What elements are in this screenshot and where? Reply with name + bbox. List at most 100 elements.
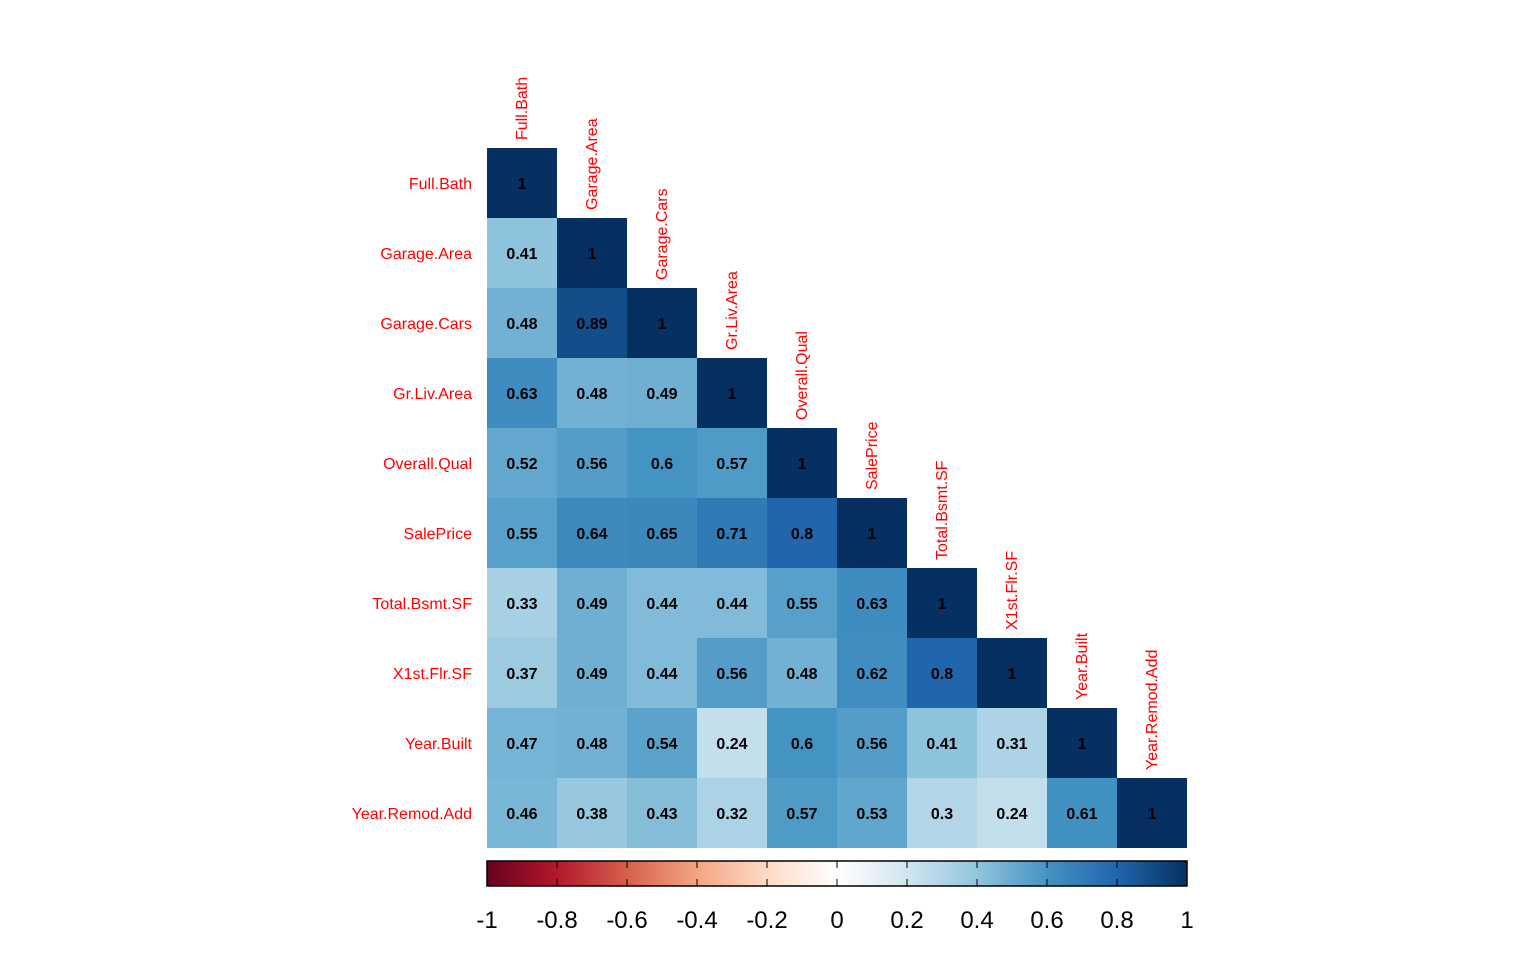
heatmap-cell-total-bsmt-sf-overall-qual: [767, 568, 837, 638]
colorbar-tick-label: -0.4: [676, 907, 717, 934]
heatmap-cell-x1st-flr-sf-full-bath: [487, 638, 557, 708]
colorbar-tick-label: 0.4: [960, 907, 993, 934]
cell-value-x1st-flr-sf-full-bath: 0.37: [506, 666, 537, 683]
column-label-year-built: Year.Built: [1074, 632, 1091, 700]
cell-value-garage-cars-garage-cars: 1: [658, 316, 667, 333]
heatmap-cell-year-built-full-bath: [487, 708, 557, 778]
heatmap-cell-full-bath-full-bath: [487, 148, 557, 218]
cell-value-year-remod-add-saleprice: 0.53: [856, 806, 887, 823]
cell-value-total-bsmt-sf-overall-qual: 0.55: [786, 596, 817, 613]
column-label-year-remod-add: Year.Remod.Add: [1144, 650, 1161, 770]
cell-value-overall-qual-garage-cars: 0.6: [651, 456, 673, 473]
cell-value-year-remod-add-total-bsmt-sf: 0.3: [931, 806, 953, 823]
heatmap-cell-year-remod-add-gr-liv-area: [697, 778, 767, 848]
cell-value-total-bsmt-sf-garage-area: 0.49: [576, 596, 607, 613]
cell-value-saleprice-saleprice: 1: [868, 526, 877, 543]
heatmap-cell-year-remod-add-garage-cars: [627, 778, 697, 848]
cell-value-year-remod-add-full-bath: 0.46: [506, 806, 537, 823]
cell-value-overall-qual-gr-liv-area: 0.57: [716, 456, 747, 473]
heatmap-cell-x1st-flr-sf-garage-cars: [627, 638, 697, 708]
heatmap-cell-year-built-total-bsmt-sf: [907, 708, 977, 778]
cell-value-year-remod-add-gr-liv-area: 0.32: [716, 806, 747, 823]
cell-value-total-bsmt-sf-gr-liv-area: 0.44: [716, 596, 747, 613]
colorbar: -1 -0.8 -0.6 -0.4 -0.2 0 0.2 0.4 0.6 0.8 1: [476, 860, 1194, 934]
cell-value-year-built-x1st-flr-sf: 0.31: [996, 736, 1027, 753]
column-label-saleprice: SalePrice: [864, 421, 881, 490]
row-label-x1st-flr-sf: X1st.Flr.SF: [393, 666, 472, 683]
column-label-x1st-flr-sf: X1st.Flr.SF: [1004, 551, 1021, 630]
heatmap-cell-year-built-saleprice: [837, 708, 907, 778]
row-labels: Full.Bath Garage.Area Garage.Cars Gr.Liv.Ar…: [352, 176, 473, 823]
colorbar-tick-label: 0: [830, 907, 843, 934]
cell-value-gr-liv-area-full-bath: 0.63: [506, 386, 537, 403]
cell-value-x1st-flr-sf-total-bsmt-sf: 0.8: [931, 666, 953, 683]
heatmap-cell-year-remod-add-saleprice: [837, 778, 907, 848]
cell-value-garage-cars-garage-area: 0.89: [576, 316, 607, 333]
colorbar-tick-label: 1: [1180, 907, 1193, 934]
cell-value-total-bsmt-sf-total-bsmt-sf: 1: [938, 596, 947, 613]
cell-value-garage-area-garage-area: 1: [588, 246, 597, 263]
heatmap-cell-overall-qual-overall-qual: [767, 428, 837, 498]
heatmap-cell-garage-cars-garage-area: [557, 288, 627, 358]
cell-value-overall-qual-full-bath: 0.52: [506, 456, 537, 473]
colorbar-tick-label: 0.6: [1030, 907, 1063, 934]
cell-value-gr-liv-area-gr-liv-area: 1: [728, 386, 737, 403]
cell-value-x1st-flr-sf-gr-liv-area: 0.56: [716, 666, 747, 683]
cell-value-x1st-flr-sf-garage-cars: 0.44: [646, 666, 677, 683]
cell-value-year-built-garage-cars: 0.54: [646, 736, 677, 753]
row-label-garage-area: Garage.Area: [380, 246, 472, 263]
colorbar-tick-label: 0.8: [1100, 907, 1133, 934]
heatmap-cell-year-remod-add-garage-area: [557, 778, 627, 848]
heatmap-cell-x1st-flr-sf-total-bsmt-sf: [907, 638, 977, 708]
heatmap-cell-overall-qual-garage-area: [557, 428, 627, 498]
heatmap-cell-year-built-garage-cars: [627, 708, 697, 778]
column-label-gr-liv-area: Gr.Liv.Area: [724, 271, 741, 350]
cell-value-saleprice-overall-qual: 0.8: [791, 526, 813, 543]
row-label-year-remod-add: Year.Remod.Add: [352, 806, 472, 823]
cell-value-x1st-flr-sf-overall-qual: 0.48: [786, 666, 817, 683]
cell-value-garage-area-full-bath: 0.41: [506, 246, 537, 263]
row-label-saleprice: SalePrice: [404, 526, 473, 543]
heatmap-cell-total-bsmt-sf-garage-cars: [627, 568, 697, 638]
cell-value-x1st-flr-sf-garage-area: 0.49: [576, 666, 607, 683]
heatmap-cell-gr-liv-area-garage-area: [557, 358, 627, 428]
heatmap-cell-total-bsmt-sf-full-bath: [487, 568, 557, 638]
heatmap-cell-overall-qual-garage-cars: [627, 428, 697, 498]
cell-value-year-remod-add-garage-area: 0.38: [576, 806, 607, 823]
heatmap-cell-total-bsmt-sf-gr-liv-area: [697, 568, 767, 638]
heatmap-cell-x1st-flr-sf-x1st-flr-sf: [977, 638, 1047, 708]
heatmap-cell-year-remod-add-x1st-flr-sf: [977, 778, 1047, 848]
cell-value-year-remod-add-garage-cars: 0.43: [646, 806, 677, 823]
colorbar-tick-label: 0.2: [890, 907, 923, 934]
colorbar-tick-label: -0.6: [606, 907, 647, 934]
row-label-year-built: Year.Built: [405, 736, 473, 753]
colorbar-tick-label: -0.2: [746, 907, 787, 934]
heatmap-cell-garage-area-garage-area: [557, 218, 627, 288]
heatmap-cell-total-bsmt-sf-total-bsmt-sf: [907, 568, 977, 638]
heatmap-cell-year-built-garage-area: [557, 708, 627, 778]
cell-value-year-built-garage-area: 0.48: [576, 736, 607, 753]
heatmap-cell-garage-area-full-bath: [487, 218, 557, 288]
cell-value-full-bath-full-bath: 1: [518, 176, 527, 193]
cell-value-year-remod-add-overall-qual: 0.57: [786, 806, 817, 823]
heatmap-cell-year-remod-add-overall-qual: [767, 778, 837, 848]
column-label-total-bsmt-sf: Total.Bsmt.SF: [934, 460, 951, 560]
cell-value-x1st-flr-sf-saleprice: 0.62: [856, 666, 887, 683]
cell-value-year-built-total-bsmt-sf: 0.41: [926, 736, 957, 753]
cell-value-overall-qual-overall-qual: 1: [798, 456, 807, 473]
heatmap-cell-year-remod-add-year-remod-add: [1117, 778, 1187, 848]
heatmap-cell-saleprice-saleprice: [837, 498, 907, 568]
heatmap-cell-year-remod-add-total-bsmt-sf: [907, 778, 977, 848]
cell-value-year-remod-add-year-built: 0.61: [1066, 806, 1097, 823]
cell-value-overall-qual-garage-area: 0.56: [576, 456, 607, 473]
row-label-garage-cars: Garage.Cars: [380, 316, 472, 333]
cell-value-year-built-full-bath: 0.47: [506, 736, 537, 753]
column-label-garage-cars: Garage.Cars: [654, 188, 671, 280]
cell-value-year-built-gr-liv-area: 0.24: [716, 736, 747, 753]
heatmap-cell-garage-cars-full-bath: [487, 288, 557, 358]
heatmap-cell-saleprice-gr-liv-area: [697, 498, 767, 568]
colorbar-tick-label: -0.8: [536, 907, 577, 934]
column-label-garage-area: Garage.Area: [584, 118, 601, 210]
column-label-overall-qual: Overall.Qual: [794, 331, 811, 420]
cell-value-year-remod-add-year-remod-add: 1: [1148, 806, 1157, 823]
